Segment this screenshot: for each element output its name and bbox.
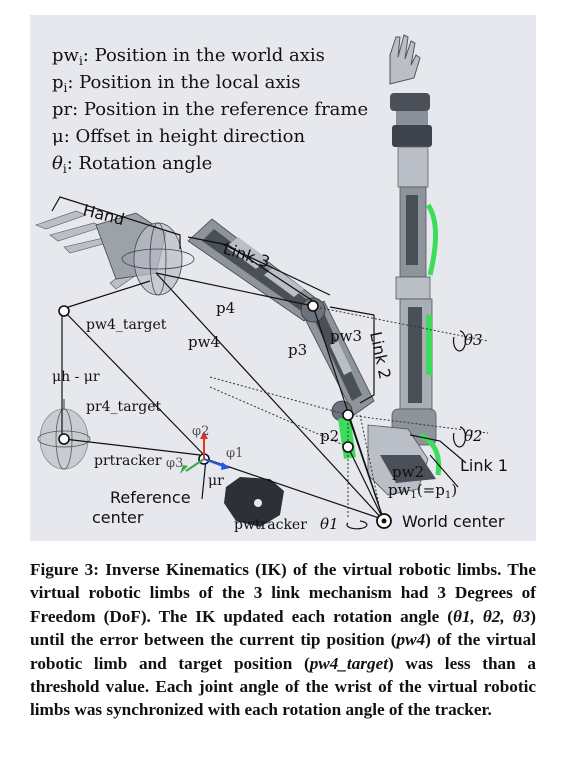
label-pw4-target: pw4_target: [86, 317, 167, 333]
label-p4: p4: [216, 299, 235, 317]
figure-caption: Figure 3: Inverse Kinematics (IK) of the…: [30, 560, 536, 720]
robot-hand: [35, 210, 195, 296]
joint-points: [58, 300, 392, 529]
label-theta1: θ1: [320, 515, 339, 533]
label-link1: Link 1: [460, 456, 508, 475]
target-point: [58, 305, 70, 317]
dotted-guides: [209, 306, 489, 520]
label-theta2: θ2: [464, 427, 483, 445]
legend-line-3: pr: Position in the reference frame: [52, 99, 368, 120]
label-world-center: World center: [402, 512, 505, 531]
label-phi2: φ2: [192, 424, 209, 439]
label-p3: p3: [288, 341, 307, 359]
label-pr4-target: pr4_target: [86, 399, 161, 415]
rotation-arcs: [346, 330, 467, 530]
robot-vertical-arm: [367, 34, 442, 496]
figure-panel: pwi: Position in the world axis pi: Posi…: [30, 15, 536, 541]
label-mu-h-minus-mu-r: μh - μr: [52, 369, 100, 385]
label-pw1: pw1(=p1): [388, 481, 457, 501]
label-pr-tracker: prtracker: [94, 453, 162, 469]
joint-pw2-upper: [342, 409, 354, 421]
label-mu-r: μr: [208, 473, 224, 489]
legend-line-4: μ: Offset in height direction: [52, 126, 305, 147]
label-pw2: pw2: [392, 463, 424, 481]
tracker-device: [224, 477, 284, 527]
joint-pw2-lower: [342, 441, 354, 453]
label-pw3: pw3: [330, 327, 362, 345]
label-reference-center-2: center: [92, 508, 144, 527]
label-p2: p2: [320, 427, 339, 445]
legend-line-2: pi: Position in the local axis: [52, 72, 301, 95]
label-phi1: φ1: [226, 446, 243, 461]
legend-line-5: θi: Rotation angle: [52, 153, 212, 176]
label-theta3: θ3: [464, 331, 483, 349]
legend-line-1: pwi: Position in the world axis: [52, 45, 325, 68]
joint-pw3: [307, 300, 319, 312]
label-pw4: pw4: [188, 333, 220, 351]
label-phi3: φ3: [166, 456, 183, 471]
label-reference-center-1: Reference: [110, 488, 191, 507]
reference-axes: [180, 431, 230, 474]
kinematic-lines: [51, 196, 467, 522]
math-labels: p4 pw4 p3 pw3 p2 pw2 pw1(=p1) θ1 θ2 θ3 p…: [52, 299, 483, 533]
label-pw-tracker: pwtracker: [234, 517, 307, 533]
legend: pwi: Position in the world axis pi: Posi…: [52, 45, 368, 176]
tracker-point: [58, 433, 70, 445]
